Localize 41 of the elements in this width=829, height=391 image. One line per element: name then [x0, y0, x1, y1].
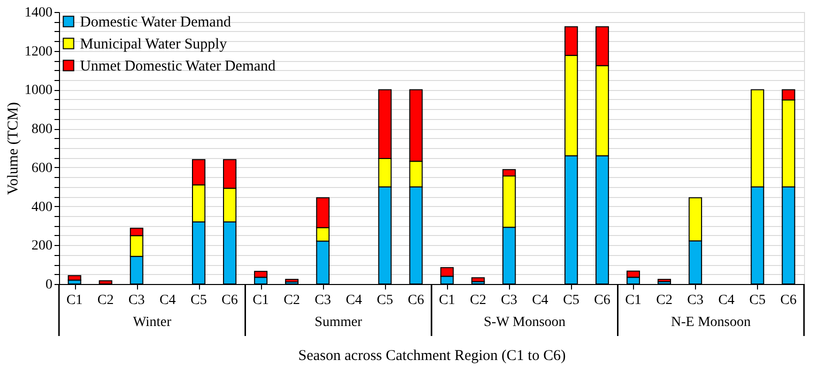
x-tick-label: C4 [346, 293, 362, 308]
x-tick-label: C6 [780, 293, 797, 308]
y-tick-label: 400 [32, 200, 52, 215]
y-axis-title: Volume (TCM) [6, 102, 22, 195]
x-tick-label: C3 [687, 293, 704, 308]
text: Summer [314, 315, 362, 330]
legend-label: Unmet Domestic Water Demand [80, 58, 276, 74]
text: S-W Monsoon [484, 315, 566, 330]
x-tick-label: C2 [284, 293, 300, 308]
x-tick-label: C1 [66, 293, 83, 308]
x-tick-label: C1 [625, 293, 642, 308]
y-tick-label: 800 [32, 122, 52, 138]
x-tick-label: C6 [594, 293, 610, 308]
x-axis-title: Season across Catchment Region (C1 to C6) [298, 348, 566, 364]
legend-label: Municipal Water Supply [80, 36, 228, 52]
x-tick-label: C5 [376, 293, 394, 308]
legend-label: Domestic Water Demand [80, 14, 232, 30]
x-tick-label: C3 [314, 293, 332, 308]
x-tick-label: C3 [128, 293, 145, 308]
x-tick-label: C5 [563, 293, 580, 308]
x-tick-label: C2 [470, 293, 486, 308]
x-tick-label: C6 [222, 293, 238, 308]
y-tick-label: 1400 [24, 6, 52, 20]
text: N-E Monsoon [671, 315, 751, 330]
x-tick-label: C2 [97, 293, 114, 308]
y-tick-label: 1200 [24, 44, 52, 60]
y-tick-label: 600 [32, 160, 52, 176]
x-tick-label: C5 [749, 293, 766, 308]
x-tick-label: C4 [718, 293, 735, 308]
y-tick-label: 1000 [24, 83, 52, 98]
x-tick-label: C1 [438, 293, 456, 308]
x-tick-label: C6 [408, 293, 424, 308]
x-tick-label: C5 [190, 293, 207, 308]
x-tick-label: C4 [159, 293, 176, 308]
x-tick-label: C2 [656, 293, 672, 308]
y-tick-label: 200 [32, 238, 52, 254]
x-tick-label: C4 [532, 293, 548, 308]
x-tick-label: C1 [252, 293, 269, 308]
x-tick-label: C3 [500, 293, 518, 308]
y-tick-label: 0 [46, 278, 52, 292]
text: Winter [132, 315, 172, 330]
